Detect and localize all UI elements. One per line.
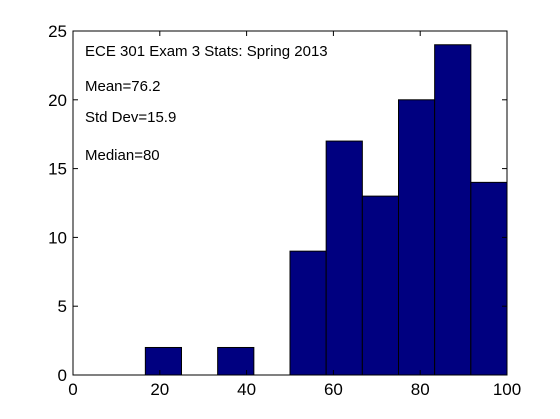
x-tick-label: 100 bbox=[493, 380, 521, 399]
histogram-bar bbox=[217, 346, 255, 376]
axes-group bbox=[72, 30, 508, 376]
y-tick-label: 25 bbox=[48, 22, 67, 41]
y-tick-label: 0 bbox=[58, 366, 67, 385]
y-tick-label: 5 bbox=[58, 297, 67, 316]
histogram-bar bbox=[325, 140, 363, 376]
x-tick-label: 40 bbox=[237, 380, 256, 399]
histogram-bar bbox=[470, 181, 508, 376]
bars-group bbox=[144, 44, 508, 376]
x-tick-label: 20 bbox=[150, 380, 169, 399]
annotation-std-dev: Std Dev=15.9 bbox=[85, 109, 176, 126]
histogram-bar bbox=[289, 250, 327, 376]
x-tick-label: 80 bbox=[411, 380, 430, 399]
y-tick-label: 20 bbox=[48, 91, 67, 110]
y-tick-label: 15 bbox=[48, 160, 67, 179]
histogram-bar bbox=[144, 346, 182, 376]
annotation-median: Median=80 bbox=[85, 147, 160, 164]
histogram-bar bbox=[398, 99, 436, 376]
histogram-bar bbox=[434, 44, 472, 376]
annotation-mean: Mean=76.2 bbox=[85, 78, 160, 95]
x-tick-label: 60 bbox=[324, 380, 343, 399]
annotation-title: ECE 301 Exam 3 Stats: Spring 2013 bbox=[85, 43, 328, 60]
annotations-group: ECE 301 Exam 3 Stats: Spring 2013 Mean=7… bbox=[85, 43, 328, 164]
plot-frame bbox=[72, 30, 508, 376]
x-tick-label: 0 bbox=[68, 380, 77, 399]
ticks-group: 0 20 40 60 80 100 0 5 10 15 20 25 bbox=[48, 22, 521, 399]
y-tick-label: 10 bbox=[48, 228, 67, 247]
histogram-bar bbox=[361, 195, 400, 376]
